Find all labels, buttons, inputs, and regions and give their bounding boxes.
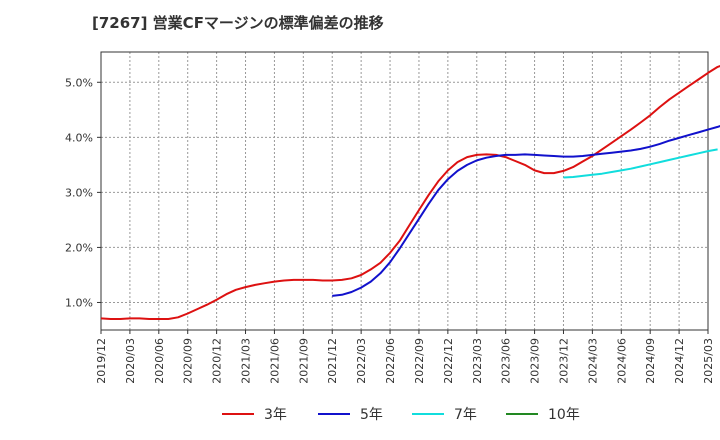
x-tick-label: 2020/06 (153, 338, 166, 384)
series-lines (100, 65, 720, 320)
series-line-3年 (100, 65, 720, 320)
x-tick-label: 2023/03 (471, 338, 484, 384)
y-axis: 1.0% 2.0% 3.0% 4.0% 5.0% (65, 76, 101, 309)
x-tick-label: 2019/12 (95, 338, 108, 384)
y-tick-label: 2.0% (65, 241, 93, 254)
legend-label: 10年 (548, 407, 580, 423)
plot-frame (100, 51, 709, 331)
grid-lines (101, 52, 708, 330)
x-tick-label: 2023/06 (500, 338, 513, 384)
x-tick-label: 2020/12 (211, 338, 224, 384)
y-tick-label: 1.0% (65, 296, 93, 309)
x-tick-label: 2022/06 (384, 338, 397, 384)
x-tick-label: 2023/09 (529, 338, 542, 384)
x-tick-label: 2023/12 (557, 338, 570, 384)
legend-label: 7年 (454, 407, 477, 423)
legend-label: 3年 (264, 407, 287, 423)
x-tick-label: 2024/09 (644, 338, 657, 384)
legend: 3年 5年 7年 10年 (222, 407, 580, 423)
x-tick-label: 2020/09 (182, 338, 195, 384)
x-tick-label: 2024/03 (586, 338, 599, 384)
x-tick-label: 2024/12 (673, 338, 686, 384)
x-tick-label: 2021/03 (240, 338, 253, 384)
x-tick-label: 2025/03 (702, 338, 715, 384)
y-tick-label: 4.0% (65, 131, 93, 144)
x-tick-label: 2021/06 (268, 338, 281, 384)
x-tick-label: 2021/09 (297, 338, 310, 384)
x-tick-label: 2024/06 (615, 338, 628, 384)
x-axis: 2019/12 2020/03 2020/06 2020/09 2020/12 2021/… (95, 330, 715, 384)
x-tick-label: 2022/12 (442, 338, 455, 384)
chart-title: [7267] 営業CFマージンの標準偏差の推移 (92, 14, 384, 32)
x-tick-label: 2021/12 (326, 338, 339, 384)
x-tick-label: 2020/03 (124, 338, 137, 384)
series-line-5年 (332, 125, 720, 297)
y-tick-label: 5.0% (65, 76, 93, 89)
x-tick-label: 2022/03 (355, 338, 368, 384)
legend-label: 5年 (360, 407, 383, 423)
x-tick-label: 2022/09 (413, 338, 426, 384)
series-line-7年 (563, 148, 718, 179)
y-tick-label: 3.0% (65, 186, 93, 199)
